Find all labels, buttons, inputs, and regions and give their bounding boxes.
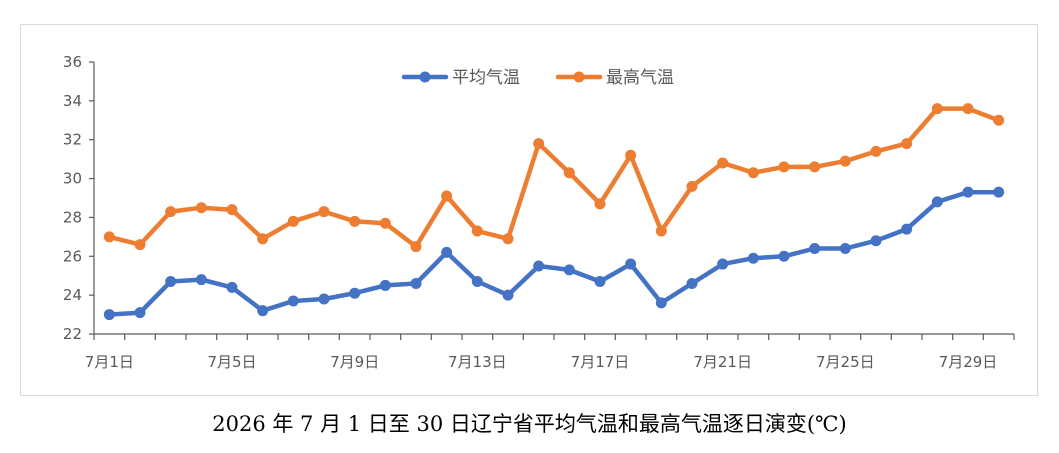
data-point (165, 276, 177, 288)
data-point (901, 223, 913, 235)
data-point (226, 281, 238, 293)
data-point (809, 243, 821, 255)
data-point (686, 180, 698, 192)
legend-item: 平均气温 (401, 68, 520, 88)
y-tick-label: 24 (63, 286, 82, 304)
x-tick-label: 7月21日 (693, 353, 752, 371)
data-point (809, 161, 821, 173)
y-axis: 22 24 26 28 30 32 34 36 (63, 53, 95, 343)
y-tick-label: 32 (63, 131, 82, 149)
data-point (931, 196, 943, 208)
data-point (318, 293, 330, 305)
data-point (287, 215, 299, 227)
series-layer (103, 103, 1005, 321)
y-tick-label: 28 (63, 208, 82, 226)
data-point (410, 277, 422, 289)
data-point (257, 233, 269, 245)
x-tick-label: 7月9日 (330, 353, 379, 371)
x-tick-label: 7月29日 (939, 353, 998, 371)
y-tick-label: 34 (63, 92, 82, 110)
data-point (655, 297, 667, 309)
data-point (870, 145, 882, 157)
data-point (931, 103, 943, 115)
legend-item: 最高气温 (555, 68, 674, 88)
data-point (349, 215, 361, 227)
data-point (134, 307, 146, 319)
data-point (103, 231, 115, 243)
data-point (441, 246, 453, 258)
data-point (103, 309, 115, 321)
data-point (594, 198, 606, 210)
y-tick-label: 22 (63, 325, 82, 343)
data-point (318, 206, 330, 218)
y-tick-label: 36 (63, 53, 82, 71)
data-point (502, 233, 514, 245)
data-point (839, 243, 851, 255)
data-point (287, 295, 299, 307)
data-point (962, 103, 974, 115)
x-tick-label: 7月1日 (85, 353, 134, 371)
series-line (107, 189, 1001, 317)
data-point (471, 276, 483, 288)
data-point (134, 239, 146, 251)
data-point (625, 258, 637, 270)
data-point (655, 225, 667, 237)
data-point (379, 279, 391, 291)
data-point (778, 250, 790, 262)
data-point (839, 155, 851, 167)
data-point (195, 202, 207, 214)
data-point (533, 138, 545, 150)
data-point (257, 305, 269, 317)
x-tick-label: 7月25日 (816, 353, 875, 371)
data-point (747, 167, 759, 179)
data-point (563, 167, 575, 179)
x-axis: 7月1日 7月5日 7月9日 7月13日 7月17日 7月21日 7月25日 7月29日 (85, 333, 1015, 371)
data-point (563, 264, 575, 276)
legend-marker (419, 71, 431, 83)
data-point (962, 186, 974, 198)
series-line (107, 106, 1001, 249)
legend-label: 最高气温 (606, 68, 674, 88)
data-point (778, 161, 790, 173)
data-point (349, 287, 361, 299)
data-point (165, 206, 177, 218)
y-tick-label: 30 (63, 170, 82, 188)
legend: 平均气温 最高气温 (401, 68, 674, 88)
data-point (441, 190, 453, 202)
x-tick-label: 7月17日 (571, 353, 630, 371)
data-point (471, 225, 483, 237)
data-point (226, 204, 238, 216)
legend-marker (573, 71, 585, 83)
data-point (625, 149, 637, 161)
data-point (410, 241, 422, 253)
series-1 (103, 186, 1005, 321)
data-point (901, 138, 913, 150)
data-point (594, 276, 606, 288)
series-2 (103, 103, 1005, 253)
x-tick-label: 7月13日 (448, 353, 507, 371)
data-point (870, 235, 882, 247)
data-point (502, 289, 514, 301)
y-tick-label: 26 (63, 247, 82, 265)
data-point (379, 217, 391, 229)
chart-caption: 2026 年 7 月 1 日至 30 日辽宁省平均气温和最高气温逐日演变(℃) (212, 412, 847, 436)
data-point (993, 114, 1005, 126)
data-point (717, 157, 729, 169)
data-point (686, 277, 698, 289)
data-point (993, 186, 1005, 198)
data-point (533, 260, 545, 272)
x-tick-label: 7月5日 (207, 353, 256, 371)
legend-label: 平均气温 (452, 68, 520, 88)
data-point (747, 252, 759, 264)
data-point (717, 258, 729, 270)
data-point (195, 274, 207, 286)
